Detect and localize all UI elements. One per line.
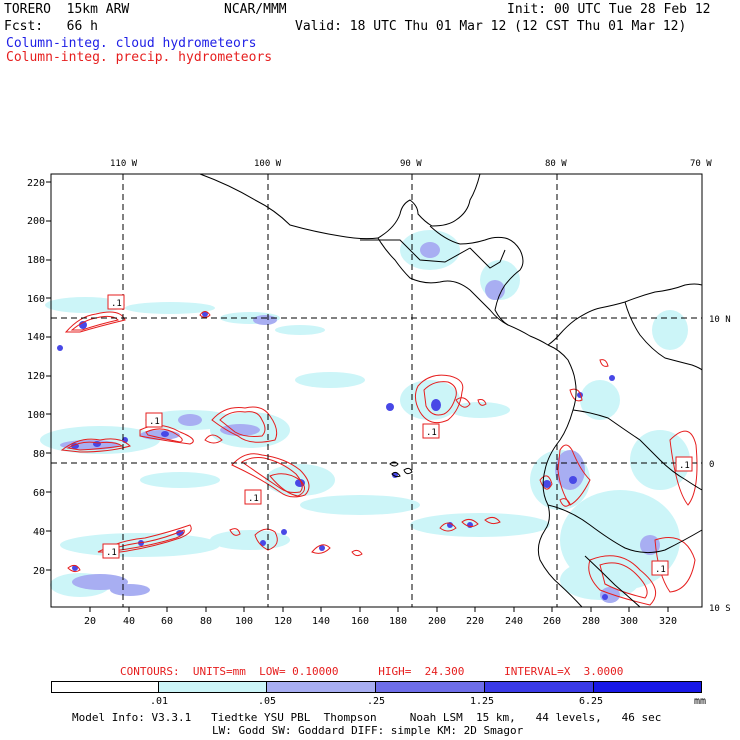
- model-info-line1: Model Info: V3.3.1 Tiedtke YSU PBL Thomp…: [72, 711, 662, 724]
- forecast-hour: Fcst: 66 h: [4, 19, 98, 34]
- init-time: Init: 00 UTC Tue 28 Feb 12: [507, 2, 711, 17]
- coastline: [199, 173, 703, 608]
- y-tick-label: 20: [33, 566, 45, 577]
- colorbar-unit: mm: [694, 696, 707, 707]
- lat-label: 10 S: [709, 604, 731, 614]
- x-tick-label: 220: [466, 616, 484, 627]
- y-tick-label: 160: [27, 294, 45, 305]
- x-tick-label: 200: [428, 616, 446, 627]
- x-tick-label: 120: [274, 616, 292, 627]
- box-label-text: .1: [106, 548, 117, 558]
- box-label-text: .1: [679, 461, 690, 471]
- x-tick-label: 80: [200, 616, 212, 627]
- lon-label: 80 W: [545, 159, 567, 169]
- x-tick-label: 140: [312, 616, 330, 627]
- colorbar-label: .01: [150, 696, 169, 707]
- colorbar-segment-5: [593, 681, 702, 693]
- x-tick-label: 300: [620, 616, 638, 627]
- box-label-text: .1: [426, 428, 437, 438]
- plot-frame: [50, 173, 703, 608]
- x-tick-label: 20: [84, 616, 96, 627]
- y-tick-label: 120: [27, 371, 45, 382]
- colorbar-label: .25: [367, 696, 386, 707]
- model-title: TORERO 15km ARW: [4, 2, 130, 17]
- y-tick-label: 40: [33, 527, 45, 538]
- org-label: NCAR/MMM: [224, 2, 287, 17]
- model-info-line2: LW: Godd SW: Goddard DIFF: simple KM: 2D…: [212, 724, 524, 737]
- lon-label: 90 W: [400, 159, 422, 169]
- lat-label: 0: [709, 460, 714, 470]
- colorbar-label: 1.25: [470, 696, 495, 707]
- box-label-text: .1: [149, 417, 160, 427]
- colorbar-segment-2: [266, 681, 376, 693]
- x-tick-label: 320: [659, 616, 677, 627]
- colorbar-label: .05: [258, 696, 277, 707]
- colorbar-segment-1: [158, 681, 267, 693]
- box-label-text: .1: [655, 565, 666, 575]
- lon-label: 100 W: [254, 159, 282, 169]
- x-tick-label: 100: [235, 616, 253, 627]
- x-tick-label: 60: [161, 616, 173, 627]
- x-tick-label: 160: [351, 616, 369, 627]
- box-label-text: .1: [248, 494, 259, 504]
- lon-label: 110 W: [110, 159, 138, 169]
- y-tick-label: 200: [27, 216, 45, 227]
- lon-label: 70 W: [690, 159, 712, 169]
- colorbar-segment-3: [375, 681, 485, 693]
- y-tick-label: 60: [33, 488, 45, 499]
- legend-cloud: Column-integ. cloud hydrometeors: [6, 36, 257, 51]
- box-label: .1 .1 .1 .1 .1 .1 .1: [102, 294, 693, 576]
- box-label-text: .1: [111, 299, 122, 309]
- colorbar-segment-0: [51, 681, 159, 693]
- x-tick-label: 280: [582, 616, 600, 627]
- lat-label: 10 N: [709, 315, 731, 325]
- y-tick-label: 220: [27, 178, 45, 189]
- y-tick-label: 180: [27, 255, 45, 266]
- legend-precip: Column-integ. precip. hydrometeors: [6, 50, 273, 65]
- y-tick-label: 140: [27, 332, 45, 343]
- colorbar-segment-4: [484, 681, 594, 693]
- y-tick-label: 100: [27, 410, 45, 421]
- contours-info: CONTOURS: UNITS=mm LOW= 0.10000 HIGH= 24…: [120, 665, 624, 678]
- valid-time: Valid: 18 UTC Thu 01 Mar 12 (12 CST Thu …: [295, 19, 687, 34]
- y-tick-label: 80: [33, 449, 45, 460]
- x-tick-label: 40: [123, 616, 135, 627]
- cloud-shading-light: [40, 230, 690, 600]
- x-tick-label: 260: [543, 616, 561, 627]
- x-tick-label: 180: [389, 616, 407, 627]
- colorbar-label: 6.25: [579, 696, 604, 707]
- x-tick-label: 240: [505, 616, 523, 627]
